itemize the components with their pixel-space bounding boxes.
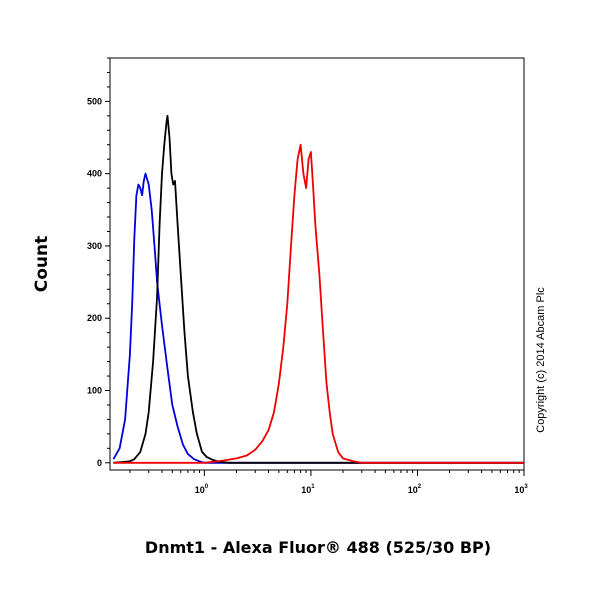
y-tick-label-4: 400 bbox=[87, 169, 102, 179]
x-tick-label-2: 102 bbox=[408, 484, 422, 495]
y-axis-title: Count bbox=[32, 236, 52, 293]
histogram-series-1 bbox=[113, 114, 524, 464]
x-tick-label-3: 103 bbox=[514, 484, 528, 495]
y-tick-label-5: 500 bbox=[87, 96, 102, 106]
y-tick-label-2: 200 bbox=[87, 313, 102, 323]
y-tick-label-0: 0 bbox=[97, 458, 102, 468]
y-tick-label-1: 100 bbox=[87, 385, 102, 395]
x-tick-label-0: 100 bbox=[195, 484, 209, 495]
series-layer bbox=[112, 114, 524, 464]
y-tick-label-3: 300 bbox=[87, 241, 102, 251]
histogram-series-0 bbox=[112, 172, 524, 464]
y-axis: 0 100 200 300 400 500 bbox=[87, 57, 110, 468]
x-axis-title: Dnmt1 - Alexa Fluor® 488 (525/30 BP) bbox=[145, 538, 491, 557]
x-axis: 100 101 102 103 bbox=[129, 470, 528, 495]
plot-frame bbox=[109, 57, 525, 471]
copyright-annotation: Copyright (c) 2014 Abcam Plc bbox=[535, 287, 547, 433]
histogram-series-2 bbox=[113, 143, 524, 464]
x-tick-label-1: 101 bbox=[301, 484, 315, 495]
